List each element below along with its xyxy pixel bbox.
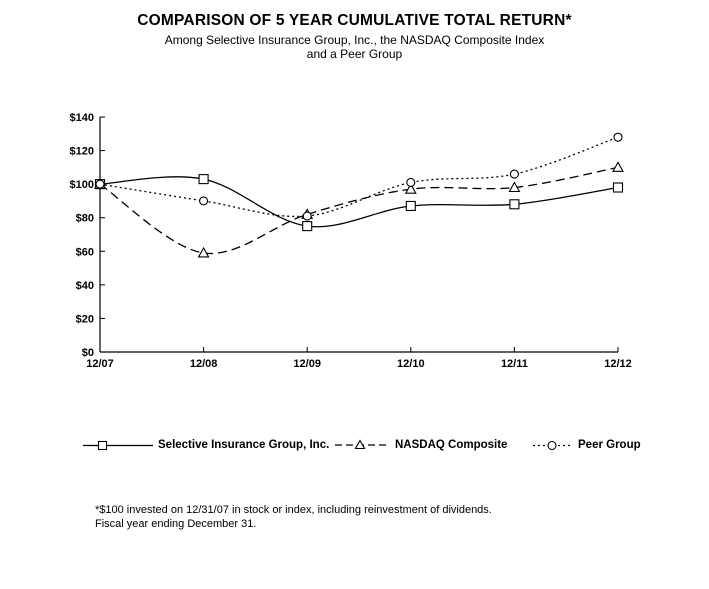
svg-text:$40: $40 — [76, 280, 94, 292]
svg-text:$0: $0 — [82, 347, 94, 359]
svg-text:12/09: 12/09 — [293, 358, 321, 370]
footnote-line1: *$100 invested on 12/31/07 in stock or i… — [95, 504, 492, 516]
legend-item-selective: Selective Insurance Group, Inc. — [83, 439, 329, 451]
svg-text:12/07: 12/07 — [86, 358, 114, 370]
svg-text:12/11: 12/11 — [501, 358, 528, 370]
chart-header: COMPARISON OF 5 YEAR CUMULATIVE TOTAL RE… — [0, 12, 709, 61]
chart-footnote: *$100 invested on 12/31/07 in stock or i… — [95, 503, 492, 531]
chart-legend: Selective Insurance Group, Inc. NASDAQ C… — [0, 439, 709, 459]
line-chart-plot-area: $0 $20 $40 $60 $80 $100 $120 $140 12/07 12/08 12/0… — [70, 112, 632, 370]
chart-title: COMPARISON OF 5 YEAR CUMULATIVE TOTAL RE… — [137, 12, 572, 29]
svg-text:$20: $20 — [76, 313, 94, 325]
svg-text:$140: $140 — [70, 112, 94, 124]
dashed-line-triangle-marker-icon — [335, 439, 390, 450]
solid-line-square-marker-icon — [83, 440, 153, 450]
svg-text:$60: $60 — [76, 246, 94, 258]
chart-subtitle-line2: and a Peer Group — [306, 47, 403, 61]
svg-text:$80: $80 — [76, 213, 94, 225]
svg-text:12/12: 12/12 — [604, 358, 632, 370]
chart-subtitle-line1: Among Selective Insurance Group, Inc., t… — [164, 33, 545, 47]
svg-text:$120: $120 — [70, 146, 94, 158]
legend-label-peer-group: Peer Group — [578, 439, 641, 451]
svg-text:12/08: 12/08 — [190, 358, 218, 370]
legend-label-nasdaq: NASDAQ Composite — [395, 439, 508, 451]
footnote-line2: Fiscal year ending December 31. — [95, 518, 257, 530]
legend-item-nasdaq: NASDAQ Composite — [335, 439, 507, 451]
legend-item-peer-group: Peer Group — [533, 439, 641, 451]
legend-label-selective: Selective Insurance Group, Inc. — [158, 439, 330, 451]
dotted-line-circle-marker-icon — [533, 440, 573, 450]
svg-text:$100: $100 — [70, 179, 94, 191]
svg-text:12/10: 12/10 — [397, 358, 425, 370]
